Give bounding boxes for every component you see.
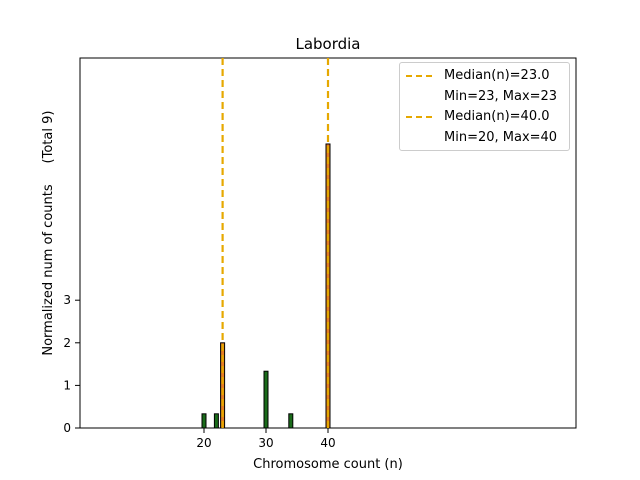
y-tick-label: 0 <box>63 421 71 435</box>
legend-dash-icon <box>406 75 432 77</box>
y-tick-label: 3 <box>63 293 71 307</box>
legend-label: Min=20, Max=40 <box>444 130 558 145</box>
legend-dash-icon <box>406 116 432 118</box>
y-tick-label: 2 <box>63 336 71 350</box>
legend-label: Median(n)=40.0 <box>444 109 550 124</box>
bar-20 <box>201 413 207 429</box>
y-axis-total-label: (Total 9) <box>41 111 56 164</box>
legend-label: Min=23, Max=23 <box>444 89 558 104</box>
bar-40 <box>325 143 331 429</box>
bar-30 <box>263 370 269 429</box>
legend: Median(n)=23.0 Min=23, Max=23 Median(n)=… <box>399 62 570 151</box>
bar-22 <box>213 413 219 429</box>
bar-34 <box>288 413 294 429</box>
x-axis-label: Chromosome count (n) <box>253 457 403 472</box>
x-tick-label: 30 <box>258 436 273 450</box>
legend-label: Median(n)=23.0 <box>444 68 550 83</box>
x-tick-label: 40 <box>320 436 335 450</box>
y-axis-label: Normalized num of counts <box>41 184 56 355</box>
y-tick-label: 1 <box>63 378 71 392</box>
chart-title: Labordia <box>295 35 360 53</box>
x-tick-label: 20 <box>196 436 211 450</box>
